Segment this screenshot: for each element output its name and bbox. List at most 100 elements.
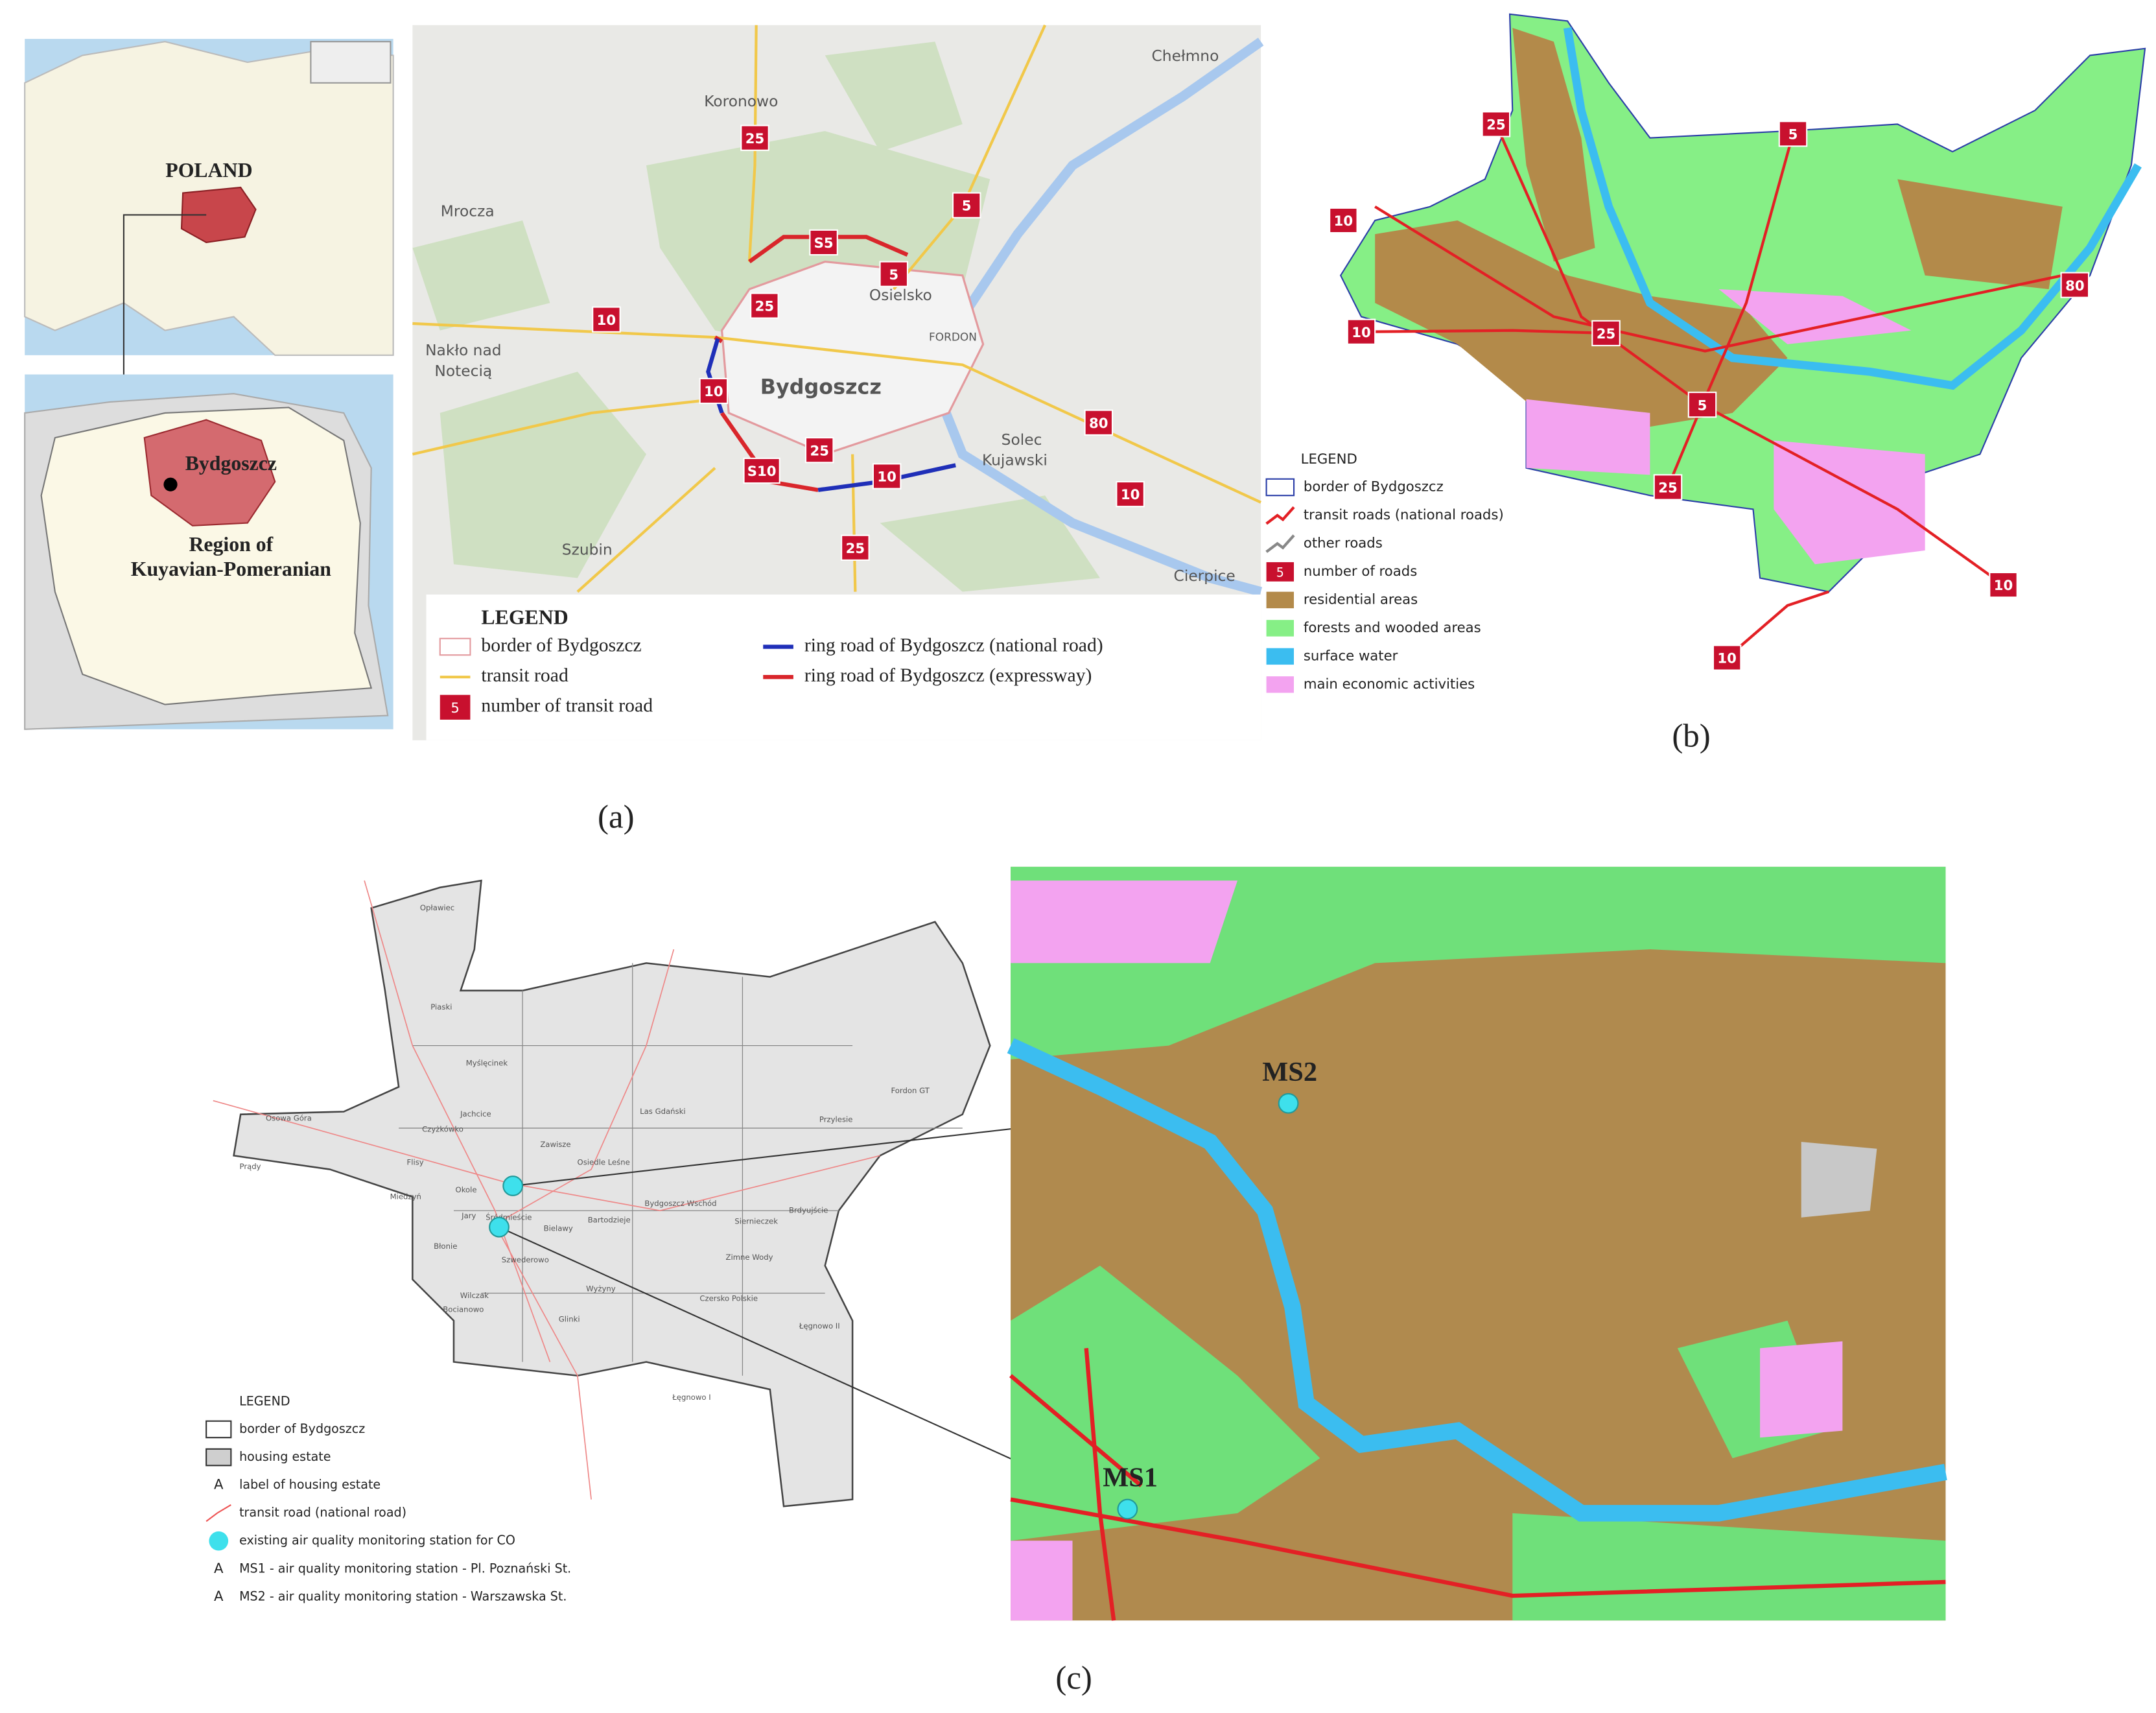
legend-icon xyxy=(1265,506,1295,525)
legend-label: border of Bydgoszcz xyxy=(1304,478,1444,495)
legend-icon xyxy=(205,1448,232,1467)
road-number-box xyxy=(2060,272,2090,298)
road-number: 10 xyxy=(1994,578,2013,594)
economic-area xyxy=(1718,289,1912,344)
estate-label: Okole xyxy=(456,1185,477,1194)
road-number: 80 xyxy=(2065,278,2085,294)
estate-label: Flisy xyxy=(407,1157,424,1166)
road-number-box xyxy=(750,292,779,319)
town-label: FORDON xyxy=(929,330,977,343)
legend-label: transit road xyxy=(481,665,568,686)
transit-road xyxy=(1701,133,1795,406)
road-number-box xyxy=(841,534,870,561)
road-number: 25 xyxy=(1597,326,1616,342)
transit-road xyxy=(851,454,857,592)
residential-area xyxy=(1512,27,1595,262)
road-number: 10 xyxy=(1121,487,1140,503)
road-number: 10 xyxy=(597,313,616,329)
legend-icon xyxy=(1266,676,1295,693)
road-number: 25 xyxy=(846,541,865,557)
town-label: Mrocza xyxy=(441,202,495,220)
road-number-box xyxy=(1653,474,1683,501)
legend-icon-label: 5 xyxy=(1276,565,1284,580)
town-label: Cierpice xyxy=(1174,567,1236,585)
road-number: 5 xyxy=(1698,397,1707,414)
region-label: Kuyavian-Pomeranian xyxy=(131,558,331,580)
road-number-box xyxy=(743,457,780,484)
estate-label: Bartodzieje xyxy=(588,1216,631,1225)
legend-label: border of Bydgoszcz xyxy=(481,635,641,656)
road-number-box xyxy=(952,192,981,219)
legend-icon xyxy=(205,1504,231,1522)
legend-icon xyxy=(1266,591,1295,609)
legend-label: residential areas xyxy=(1304,591,1418,608)
road-number: 5 xyxy=(1788,126,1798,143)
legend-label: forests and wooded areas xyxy=(1304,620,1481,636)
transit-road xyxy=(1702,403,2004,586)
road-number-box xyxy=(809,229,838,256)
road-number-box xyxy=(1778,121,1808,147)
estate-label: Brdyujście xyxy=(789,1206,828,1215)
town-label: Kujawski xyxy=(982,451,1048,469)
forest-patch xyxy=(412,220,550,331)
road-number-box xyxy=(699,377,729,405)
estate-label: Łęgnowo I xyxy=(672,1393,710,1402)
estate-label: Bydgoszcz Wschód xyxy=(644,1199,716,1208)
transit-road xyxy=(1374,205,2063,353)
road-number-box xyxy=(879,261,909,287)
road-number-box xyxy=(1116,480,1145,508)
legend-label: ring road of Bydgoszcz (expressway) xyxy=(804,665,1092,686)
town-label: Koronowo xyxy=(704,92,778,110)
estate-label: Bielawy xyxy=(544,1223,573,1233)
forest-patch xyxy=(439,372,646,578)
legend-icon xyxy=(1266,562,1295,582)
estate-label: Fordon GT xyxy=(891,1086,930,1095)
road-number-box xyxy=(804,437,834,464)
station-label: MS1 xyxy=(1103,1463,1158,1493)
economic-area xyxy=(1760,1341,1843,1438)
transit-road xyxy=(412,397,716,456)
estate-label: Osowa Góra xyxy=(266,1114,312,1123)
legend-icon-label: A xyxy=(214,1477,224,1493)
legend-icon xyxy=(209,1531,229,1551)
legend-label: other roads xyxy=(1304,535,1383,551)
transit-road xyxy=(495,949,675,1225)
legend-label: transit road (national road) xyxy=(239,1505,406,1520)
estate-label: Zimne Wody xyxy=(725,1253,773,1262)
legend-label: ring road of Bydgoszcz (national road) xyxy=(804,635,1103,656)
estate-label: Czersko Polskie xyxy=(699,1294,758,1303)
transit-road xyxy=(494,1224,592,1500)
transit-road xyxy=(576,467,716,593)
panel-caption: (a) xyxy=(598,799,634,835)
road-number: 5 xyxy=(889,267,898,283)
legend-label: number of roads xyxy=(1304,563,1417,580)
estate-label: Przylesie xyxy=(819,1115,853,1124)
legend-title: LEGEND xyxy=(481,606,568,628)
road-number: S10 xyxy=(747,464,777,480)
estate-label: Opławiec xyxy=(420,903,454,912)
poland-shape xyxy=(180,186,257,243)
connector-line xyxy=(498,1226,1107,1503)
estate-label: Łęgnowo II xyxy=(799,1321,840,1330)
forest-patch xyxy=(825,41,963,152)
station-marker xyxy=(1278,1093,1299,1114)
legend-label: housing estate xyxy=(239,1449,331,1464)
legend-label: existing air quality monitoring station … xyxy=(239,1533,515,1548)
legend-label: border of Bydgoszcz xyxy=(239,1421,365,1436)
estate-label: Zawisze xyxy=(540,1140,570,1149)
legend-icon xyxy=(1266,648,1295,665)
road-number: 10 xyxy=(1717,651,1737,667)
station-marker xyxy=(1117,1498,1138,1520)
road-number: 5 xyxy=(962,198,972,215)
road-number: 25 xyxy=(745,131,765,147)
legend-icon xyxy=(439,637,471,656)
estate-label: Jachcice xyxy=(460,1109,491,1118)
road-number: 25 xyxy=(755,299,775,315)
forest-area xyxy=(1011,1266,1320,1541)
estate-label: Glinki xyxy=(559,1314,580,1323)
world-minimap xyxy=(310,41,392,84)
estate-label: Piaski xyxy=(430,1002,452,1011)
legend-icon xyxy=(1265,534,1295,553)
road-number-box xyxy=(872,463,902,490)
town-label: Nakło nad xyxy=(425,341,501,359)
